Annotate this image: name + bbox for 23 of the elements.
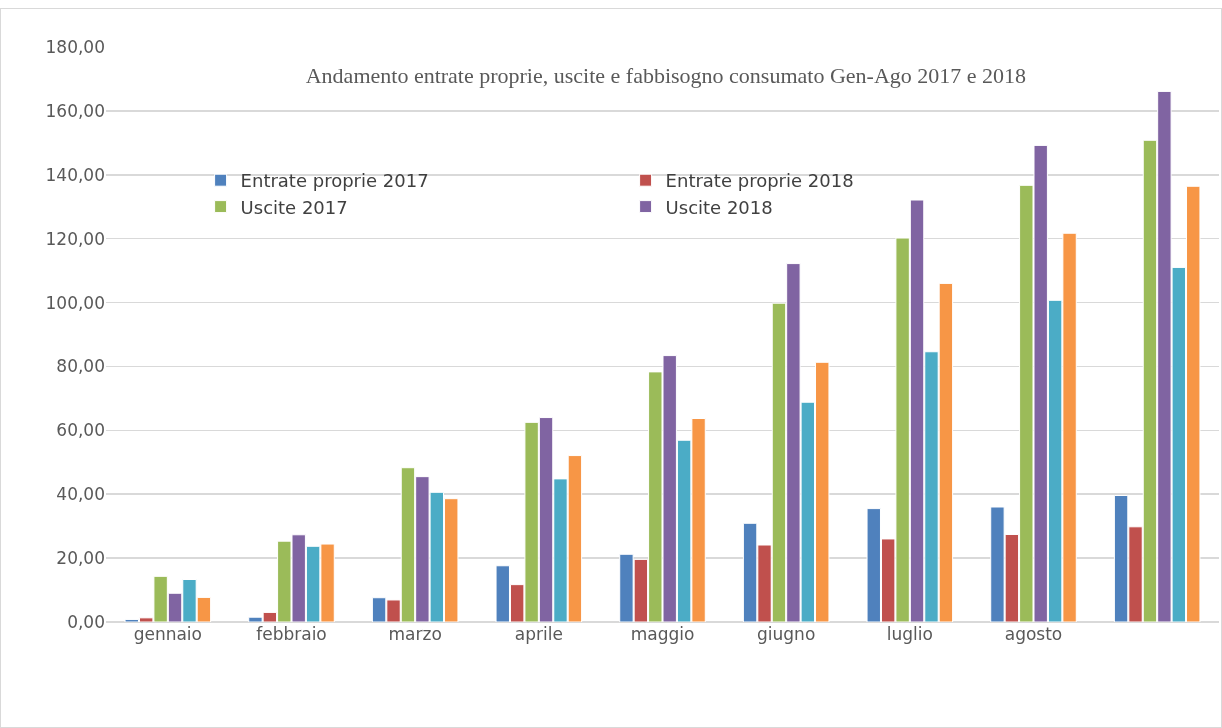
y-tick-label: 60,00 [56,420,105,441]
x-tick-label: maggio [630,624,695,644]
legend-label: Uscite 2017 [240,196,348,218]
y-tick-label: 20,00 [56,548,105,569]
y-tick-label: 160,00 [45,100,105,121]
x-tick-label: giugno [757,624,816,644]
y-tick-label: 120,00 [45,228,105,249]
y-tick-label: 180,00 [45,36,105,57]
legend-label: Uscite 2018 [665,196,773,218]
y-tick-label: 80,00 [56,356,105,377]
x-tick-label: agosto [1004,624,1063,644]
y-tick-label: 40,00 [56,484,105,505]
legend-label: Entrate proprie 2017 [240,170,429,192]
legend-label: Entrate proprie 2018 [665,170,854,192]
y-tick-label: 140,00 [45,164,105,185]
x-tick-label: luglio [886,624,933,644]
x-tick-label: febbraio [256,624,327,644]
x-tick-label: aprile [514,624,563,644]
x-tick-label: marzo [388,624,442,644]
y-tick-label: 0,00 [67,611,105,632]
x-tick-label: gennaio [133,624,202,644]
y-tick-label: 100,00 [45,292,105,313]
text: Andamento entrate proprie, uscite e fabbisogno consumato Gen-Ago 2017 e 2018 [305,63,1027,89]
